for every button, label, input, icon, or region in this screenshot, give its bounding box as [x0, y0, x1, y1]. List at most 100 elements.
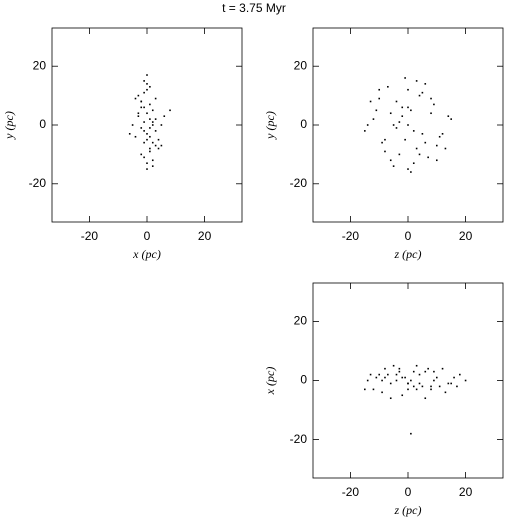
point — [415, 388, 418, 391]
y-axis-label: y (pc) — [2, 111, 16, 140]
point — [151, 121, 154, 123]
point — [149, 85, 151, 88]
x-tick-label: 20 — [198, 229, 212, 243]
point — [149, 147, 151, 150]
point — [157, 138, 160, 141]
point — [407, 168, 409, 170]
point — [137, 112, 140, 115]
x-axis-label: z (pc) — [394, 503, 422, 517]
point — [392, 124, 395, 126]
point — [366, 124, 369, 126]
point — [450, 382, 452, 385]
y-tick-label: 20 — [294, 314, 308, 328]
point — [163, 115, 166, 117]
point — [398, 121, 401, 123]
point — [401, 394, 404, 397]
point — [143, 106, 145, 109]
x-tick-label: 0 — [405, 229, 412, 243]
point — [395, 127, 398, 129]
point — [389, 159, 392, 162]
point — [410, 379, 412, 382]
point — [140, 127, 143, 129]
point — [143, 141, 145, 144]
y-tick-label: 20 — [33, 58, 47, 72]
point — [424, 83, 427, 85]
point — [364, 388, 366, 391]
point — [384, 376, 386, 379]
x-tick-label: 20 — [459, 485, 473, 499]
x-axis-label: x (pc) — [132, 247, 161, 261]
point — [387, 373, 389, 376]
point — [395, 373, 398, 376]
point — [407, 388, 409, 391]
point — [160, 144, 163, 147]
y-tick-label: 0 — [300, 373, 307, 387]
point — [418, 153, 421, 156]
point — [384, 367, 386, 370]
point — [447, 115, 450, 117]
point — [430, 97, 432, 100]
point — [407, 382, 409, 385]
point — [424, 370, 427, 373]
point — [134, 135, 137, 138]
point — [410, 109, 412, 112]
point — [412, 130, 415, 132]
point — [140, 106, 143, 109]
point — [412, 162, 415, 165]
point — [415, 364, 418, 367]
point — [143, 91, 145, 94]
y-tick-label: 20 — [294, 58, 308, 72]
point — [464, 379, 467, 382]
point — [430, 388, 432, 391]
x-tick-label: -20 — [81, 229, 99, 243]
point — [438, 385, 441, 388]
point — [154, 97, 157, 100]
point — [389, 397, 392, 400]
point — [149, 127, 151, 129]
point — [427, 367, 429, 370]
point — [381, 379, 383, 382]
y-tick-label: -20 — [29, 176, 47, 190]
point — [438, 135, 441, 138]
point — [398, 153, 401, 156]
point — [421, 385, 424, 388]
point — [378, 97, 381, 100]
point — [392, 165, 395, 167]
point — [412, 370, 415, 373]
point — [160, 124, 163, 126]
point — [410, 171, 412, 173]
axes-frame — [312, 282, 504, 479]
point — [441, 133, 444, 135]
point — [154, 144, 157, 147]
point — [389, 112, 392, 115]
point — [149, 118, 151, 120]
x-tick-label: -20 — [342, 229, 360, 243]
point — [435, 159, 438, 162]
point — [404, 138, 406, 141]
point — [387, 85, 389, 88]
point — [149, 135, 151, 138]
y-tick-label: -20 — [290, 432, 308, 446]
point — [154, 130, 157, 132]
y-axis-label: y (pc) — [263, 111, 277, 140]
point — [146, 74, 148, 76]
x-tick-label: 0 — [405, 485, 412, 499]
point — [404, 376, 406, 379]
point — [418, 373, 421, 376]
point — [412, 385, 415, 388]
point — [143, 121, 145, 123]
x-tick-label: 20 — [459, 229, 473, 243]
point — [143, 80, 145, 82]
point — [146, 83, 148, 85]
point — [137, 115, 140, 117]
point — [384, 150, 386, 153]
point — [137, 94, 140, 97]
point — [447, 382, 450, 385]
point — [375, 376, 378, 379]
point — [427, 156, 429, 159]
point — [459, 373, 461, 376]
point — [151, 159, 154, 162]
x-tick-label: -20 — [342, 485, 360, 499]
point — [401, 115, 404, 117]
point — [430, 112, 432, 115]
